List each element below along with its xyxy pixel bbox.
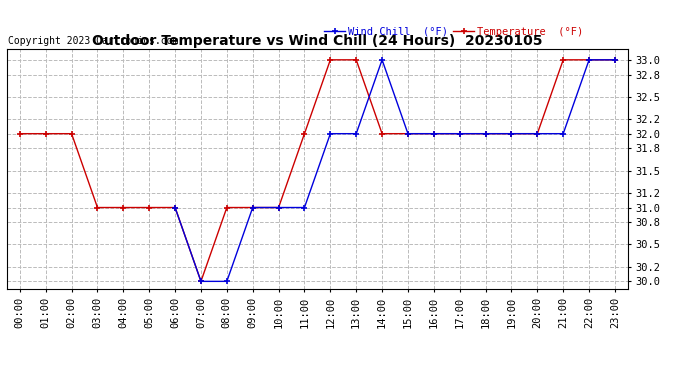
Title: Outdoor Temperature vs Wind Chill (24 Hours)  20230105: Outdoor Temperature vs Wind Chill (24 Ho…	[92, 34, 542, 48]
Legend: Wind Chill  (°F), Temperature  (°F): Wind Chill (°F), Temperature (°F)	[320, 23, 588, 41]
Text: Copyright 2023 Cartronics.com: Copyright 2023 Cartronics.com	[8, 36, 178, 46]
